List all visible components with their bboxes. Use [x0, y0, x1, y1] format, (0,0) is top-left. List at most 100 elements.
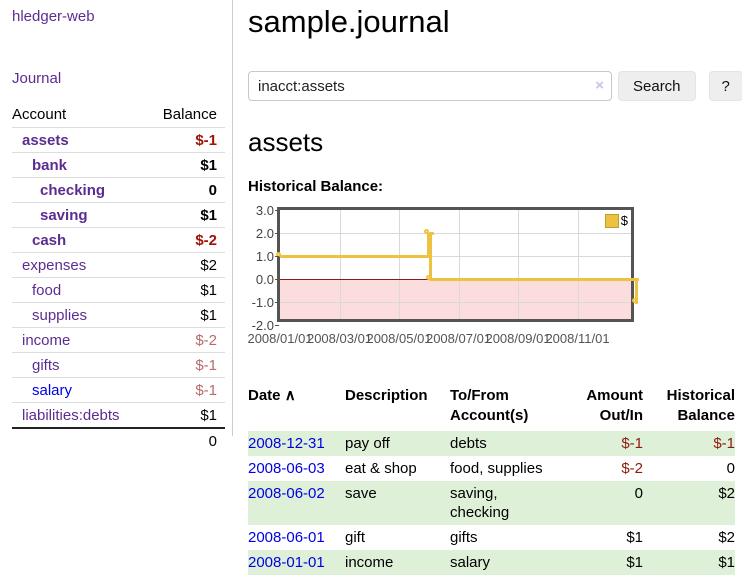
series-segment: [634, 279, 638, 304]
account-column-header: Account: [12, 106, 67, 123]
y-axis-tick: [275, 255, 279, 257]
legend-label: $: [620, 213, 628, 228]
transaction-row: 2008-06-02 save saving, checking 0 $2: [248, 481, 735, 525]
brand-link[interactable]: hledger-web: [12, 8, 95, 25]
account-total-row: 0: [12, 427, 225, 453]
transaction-balance: $2: [718, 529, 735, 546]
account-link-liabilities-debts[interactable]: liabilities:debts: [22, 406, 120, 424]
transaction-date-link[interactable]: 2008-06-02: [248, 485, 325, 502]
balance-column-header-main: Historical Balance: [666, 387, 735, 424]
y-axis-label: 2.0: [255, 226, 274, 241]
transaction-balance: $2: [643, 481, 735, 525]
y-axis-label: 1.0: [255, 249, 274, 264]
total-balance: 0: [146, 427, 225, 453]
help-button[interactable]: ?: [708, 71, 742, 101]
x-gridline: [518, 210, 519, 319]
transaction-description: eat & shop: [345, 460, 417, 477]
transaction-date-link[interactable]: 2008-06-03: [248, 460, 325, 477]
clear-search-icon[interactable]: ×: [595, 77, 604, 94]
page-title: sample.journal: [248, 4, 450, 39]
account-row: assets $-1: [12, 127, 225, 153]
series-segment: [430, 277, 640, 281]
x-axis-label: 2008/03/01: [306, 331, 373, 346]
negative-balance-region: [280, 279, 631, 319]
account-link-supplies[interactable]: supplies: [32, 306, 88, 324]
balance-chart: $ 3.0 2.0 1.0 0.0 -1.0 -2.0 2008/01/01 2008/03/…: [247, 203, 742, 353]
transaction-description: gift: [345, 529, 366, 546]
account-link-gifts[interactable]: gifts: [32, 356, 60, 374]
account-balance: $-1: [146, 377, 225, 403]
transaction-row: 2008-12-31 pay off debts $-1 $-1: [248, 431, 735, 456]
account-balance: $1: [146, 277, 225, 303]
transaction-description: pay off: [345, 431, 450, 456]
y-axis-label: -1.0: [251, 295, 274, 310]
x-gridline: [577, 210, 579, 319]
transaction-date-link[interactable]: 2008-12-31: [248, 435, 325, 452]
account-balance: $1: [146, 302, 225, 328]
y-axis-label: -2.0: [251, 318, 274, 333]
date-column-header[interactable]: Date ∧: [248, 387, 296, 404]
y-axis-tick: [275, 209, 279, 211]
account-link-food[interactable]: food: [32, 281, 62, 299]
data-point-marker: [424, 228, 430, 234]
accounts-column-header: To/From Account(s): [450, 387, 529, 424]
account-link-assets[interactable]: assets: [22, 131, 69, 149]
search-input[interactable]: [248, 71, 612, 101]
transaction-amount: $-1: [568, 431, 643, 456]
account-row: checking 0: [12, 177, 225, 203]
transaction-date-link[interactable]: 2008-06-01: [248, 529, 325, 546]
search-button[interactable]: Search: [618, 71, 696, 101]
transaction-accounts: gifts: [450, 529, 478, 546]
y-axis-label: 3.0: [255, 203, 274, 218]
account-link-expenses[interactable]: expenses: [22, 256, 87, 274]
transaction-accounts: food, supplies: [450, 460, 543, 477]
account-title: assets: [248, 127, 324, 157]
account-link-bank[interactable]: bank: [32, 156, 68, 174]
account-row: gifts $-1: [12, 352, 225, 378]
chart-title: Historical Balance:: [248, 178, 384, 195]
transaction-balance: $-1: [643, 431, 735, 456]
search-form: × Search ?: [248, 71, 742, 101]
x-axis-label: 2008/07/01: [425, 331, 492, 346]
y-axis-tick: [275, 301, 279, 303]
chart-plot-area: $: [275, 207, 640, 322]
register-body: 2008-12-31 pay off debts $-1 $-1 2008-06-03 ea…: [248, 431, 735, 575]
account-balance: $-2: [146, 227, 225, 253]
account-balance: $2: [146, 252, 225, 278]
transaction-row: 2008-01-01 income salary $1 $1: [248, 550, 735, 575]
account-link-cash[interactable]: cash: [32, 231, 67, 249]
account-row: bank $1: [12, 152, 225, 178]
account-link-salary[interactable]: salary: [32, 381, 73, 399]
x-gridline: [458, 210, 460, 319]
y-axis-tick: [275, 278, 279, 280]
x-axis-label: 2008/01/01: [247, 331, 313, 346]
account-link-checking[interactable]: checking: [40, 181, 106, 199]
transaction-row: 2008-06-01 gift gifts $1 $2: [248, 525, 735, 550]
account-link-income[interactable]: income: [22, 331, 71, 349]
x-gridline: [339, 210, 341, 319]
transaction-accounts: debts: [450, 431, 568, 456]
transaction-amount: $1: [568, 550, 643, 575]
transaction-description: income: [345, 550, 450, 575]
account-row: food $1: [12, 277, 225, 303]
chart-legend: $: [604, 213, 628, 228]
account-balance: $-1: [146, 127, 225, 153]
transaction-accounts: salary: [450, 550, 568, 575]
series-segment: [280, 254, 432, 258]
y-axis-label: 0.0: [255, 272, 274, 287]
y-gridline: [280, 301, 631, 303]
account-balance: 0: [146, 177, 225, 203]
series-segment: [427, 233, 431, 258]
transaction-description: save: [345, 481, 450, 525]
account-row: expenses $2: [12, 252, 225, 278]
transaction-date-link[interactable]: 2008-01-01: [248, 554, 325, 571]
sidebar-item-journal[interactable]: Journal: [12, 70, 62, 87]
account-balance: $1: [146, 402, 225, 428]
account-row: cash $-2: [12, 227, 225, 253]
account-row: income $-2: [12, 327, 225, 353]
account-tree-body: assets $-1 bank $1 checking 0 saving $1 cash $-2 e…: [12, 127, 225, 428]
account-tree: Account Balance assets $-1 bank $1 checking 0…: [12, 104, 225, 453]
transaction-amount: $1: [626, 529, 643, 546]
account-link-saving[interactable]: saving: [40, 206, 88, 224]
register-header-row: Date ∧ Description To/From Account(s) Am…: [248, 386, 735, 431]
